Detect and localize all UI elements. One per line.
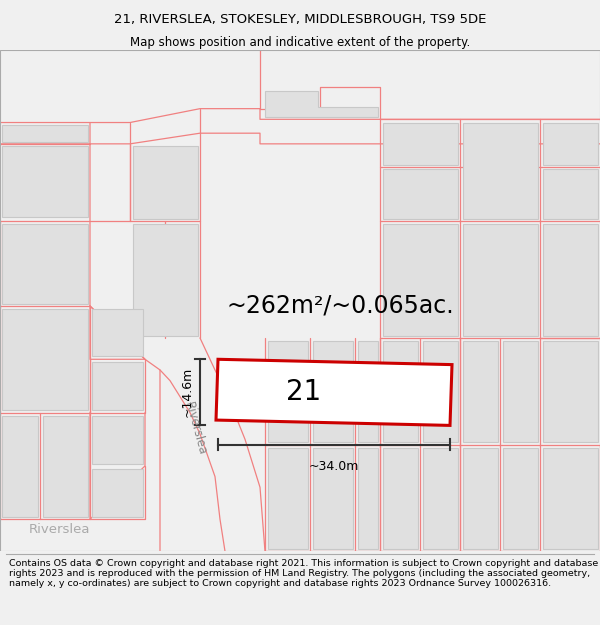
Polygon shape <box>383 448 418 549</box>
Polygon shape <box>503 341 538 442</box>
Polygon shape <box>2 124 88 142</box>
Polygon shape <box>265 91 378 118</box>
Polygon shape <box>423 341 458 442</box>
Polygon shape <box>133 146 198 219</box>
Text: Map shows position and indicative extent of the property.: Map shows position and indicative extent… <box>130 36 470 49</box>
Polygon shape <box>216 359 452 426</box>
Polygon shape <box>463 448 498 549</box>
Text: 21: 21 <box>286 378 322 406</box>
Polygon shape <box>268 341 308 442</box>
Polygon shape <box>463 341 498 442</box>
Polygon shape <box>383 224 458 336</box>
Polygon shape <box>2 146 88 217</box>
Polygon shape <box>92 416 143 464</box>
Text: Contains OS data © Crown copyright and database right 2021. This information is : Contains OS data © Crown copyright and d… <box>9 559 598 588</box>
Polygon shape <box>383 169 458 219</box>
Text: Riverslea: Riverslea <box>182 401 208 457</box>
Polygon shape <box>543 224 598 336</box>
Polygon shape <box>423 448 458 549</box>
Polygon shape <box>92 362 143 411</box>
Text: ~262m²/~0.065ac.: ~262m²/~0.065ac. <box>226 294 454 318</box>
Polygon shape <box>383 341 418 442</box>
Polygon shape <box>313 341 353 442</box>
Polygon shape <box>543 448 598 549</box>
Polygon shape <box>358 341 378 442</box>
Polygon shape <box>92 309 143 356</box>
Polygon shape <box>358 448 378 549</box>
Polygon shape <box>268 448 308 549</box>
Polygon shape <box>2 224 88 304</box>
Text: ~34.0m: ~34.0m <box>309 459 359 472</box>
Text: Riverslea: Riverslea <box>29 523 91 536</box>
Polygon shape <box>133 224 198 336</box>
Polygon shape <box>463 224 538 336</box>
Polygon shape <box>2 416 38 517</box>
Polygon shape <box>92 469 143 517</box>
Polygon shape <box>503 448 538 549</box>
Polygon shape <box>463 122 538 219</box>
Polygon shape <box>43 416 88 517</box>
Polygon shape <box>543 341 598 442</box>
Polygon shape <box>543 122 598 165</box>
Polygon shape <box>313 448 353 549</box>
Polygon shape <box>543 169 598 219</box>
Polygon shape <box>383 122 458 165</box>
Text: ~14.6m: ~14.6m <box>181 368 194 418</box>
Text: 21, RIVERSLEA, STOKESLEY, MIDDLESBROUGH, TS9 5DE: 21, RIVERSLEA, STOKESLEY, MIDDLESBROUGH,… <box>114 12 486 26</box>
Polygon shape <box>2 309 88 411</box>
